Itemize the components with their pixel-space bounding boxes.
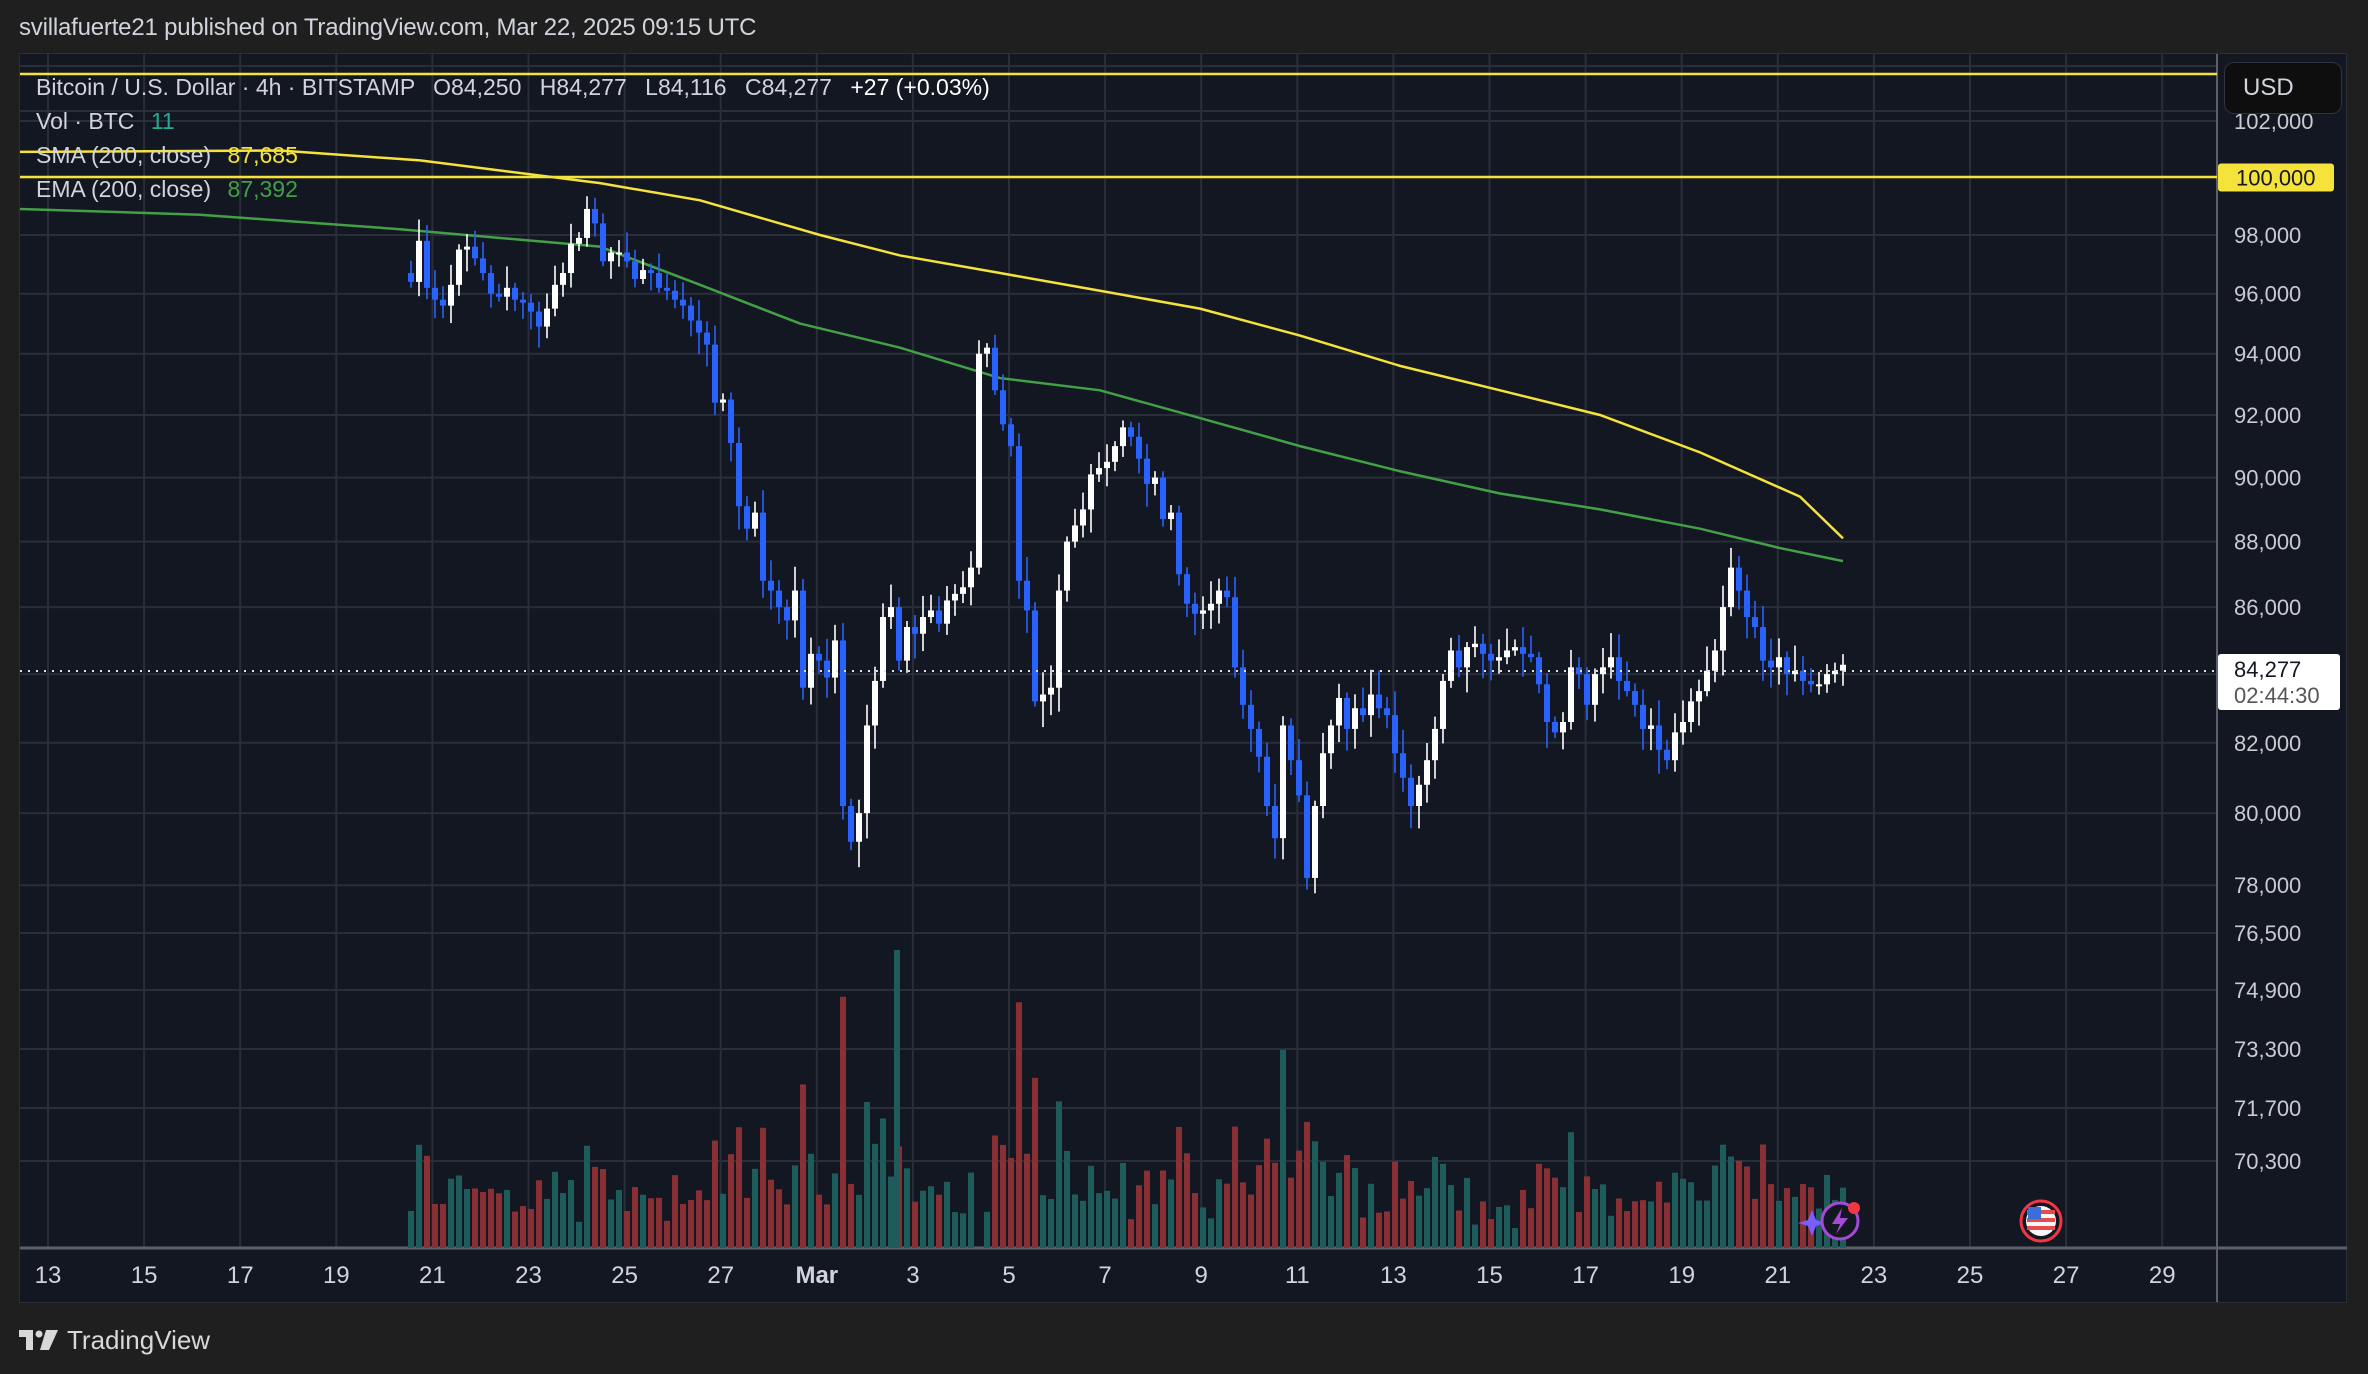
- time-tick-label: 5: [1002, 1262, 1015, 1289]
- ohlc-open: O84,250: [433, 74, 522, 100]
- sma-value: 87,685: [227, 142, 298, 168]
- ohlc-low: L84,116: [645, 74, 727, 100]
- sma-legend-row[interactable]: SMA (200, close) 87,685: [36, 138, 990, 172]
- price-tick-label: 70,300: [2234, 1149, 2301, 1174]
- time-tick-label: 21: [1764, 1262, 1791, 1289]
- chart-frame[interactable]: [19, 53, 2347, 1303]
- svg-text:02:44:30: 02:44:30: [2234, 683, 2320, 708]
- price-tick-label: 98,000: [2234, 223, 2301, 248]
- svg-text:100,000: 100,000: [2236, 165, 2316, 190]
- price-tick-label: 92,000: [2234, 403, 2301, 428]
- time-tick-label: 27: [2053, 1262, 2080, 1289]
- time-tick-label: 27: [707, 1262, 734, 1289]
- time-tick-label: 15: [131, 1262, 158, 1289]
- price-tick-label: 71,700: [2234, 1096, 2301, 1121]
- time-tick-label: 29: [2149, 1262, 2176, 1289]
- ema-label: EMA (200, close): [36, 176, 212, 202]
- time-tick-label: 7: [1098, 1262, 1111, 1289]
- lightning-event-icon[interactable]: [1798, 1201, 1860, 1241]
- time-tick-label: 19: [1668, 1262, 1695, 1289]
- time-tick-label: 17: [1572, 1262, 1599, 1289]
- time-tick-label: 11: [1285, 1262, 1310, 1289]
- time-tick-label: 23: [515, 1262, 542, 1289]
- time-tick-label: 25: [611, 1262, 638, 1289]
- current-price-badge: [2218, 654, 2340, 710]
- ohlc-high: H84,277: [539, 74, 627, 100]
- volume-label: Vol · BTC: [36, 108, 135, 134]
- price-tick-label: 96,000: [2234, 282, 2301, 307]
- price-change: +27 (+0.03%): [850, 74, 990, 100]
- tradingview-logo[interactable]: TradingView: [19, 1325, 210, 1356]
- ema-line: [19, 207, 1844, 563]
- time-tick-label: 9: [1195, 1262, 1208, 1289]
- price-tick-label: 74,900: [2234, 978, 2301, 1003]
- candles: [408, 196, 1846, 894]
- time-tick-label: 23: [1861, 1262, 1888, 1289]
- sma-label: SMA (200, close): [36, 142, 212, 168]
- tradingview-brand: TradingView: [67, 1325, 211, 1355]
- time-tick-label: 3: [906, 1262, 919, 1289]
- price-tick-label: 73,300: [2234, 1037, 2301, 1062]
- volume-bars: [408, 950, 1846, 1248]
- symbol-title: Bitcoin / U.S. Dollar · 4h · BITSTAMP: [36, 74, 415, 100]
- price-tick-label: 86,000: [2234, 595, 2301, 620]
- time-tick-label: 17: [227, 1262, 254, 1289]
- us-flag-icon[interactable]: [2019, 1199, 2063, 1243]
- ema-value: 87,392: [227, 176, 298, 202]
- price-tick-label: 88,000: [2234, 530, 2301, 555]
- price-tick-label: 94,000: [2234, 342, 2301, 367]
- time-tick-label: 25: [1957, 1262, 1984, 1289]
- ohlc-close: C84,277: [744, 74, 832, 100]
- volume-legend-row[interactable]: Vol · BTC 11: [36, 104, 990, 138]
- time-tick-label: 19: [323, 1262, 350, 1289]
- published-by-text: svillafuerte21 published on TradingView.…: [19, 14, 757, 41]
- level-price-badge: [2218, 163, 2334, 192]
- sma-line: [19, 149, 1844, 540]
- volume-value: 11: [150, 108, 175, 134]
- time-tick-label: 15: [1476, 1262, 1503, 1289]
- chart-legend: Bitcoin / U.S. Dollar · 4h · BITSTAMP O8…: [36, 70, 990, 206]
- tradingview-logo-icon: [19, 1329, 58, 1350]
- svg-text:84,277: 84,277: [2234, 657, 2301, 682]
- time-tick-label: 13: [35, 1262, 62, 1289]
- time-tick-label: 13: [1380, 1262, 1407, 1289]
- price-tick-label: 76,500: [2234, 921, 2301, 946]
- price-tick-label: 82,000: [2234, 731, 2301, 756]
- ema-legend-row[interactable]: EMA (200, close) 87,392: [36, 172, 990, 206]
- price-tick-label: 80,000: [2234, 801, 2301, 826]
- price-tick-label: 90,000: [2234, 466, 2301, 491]
- currency-button[interactable]: USD: [2224, 62, 2342, 114]
- symbol-legend-row[interactable]: Bitcoin / U.S. Dollar · 4h · BITSTAMP O8…: [36, 70, 990, 104]
- time-tick-label: 21: [419, 1262, 446, 1289]
- time-tick-label: Mar: [795, 1262, 838, 1289]
- price-tick-label: 78,000: [2234, 873, 2301, 898]
